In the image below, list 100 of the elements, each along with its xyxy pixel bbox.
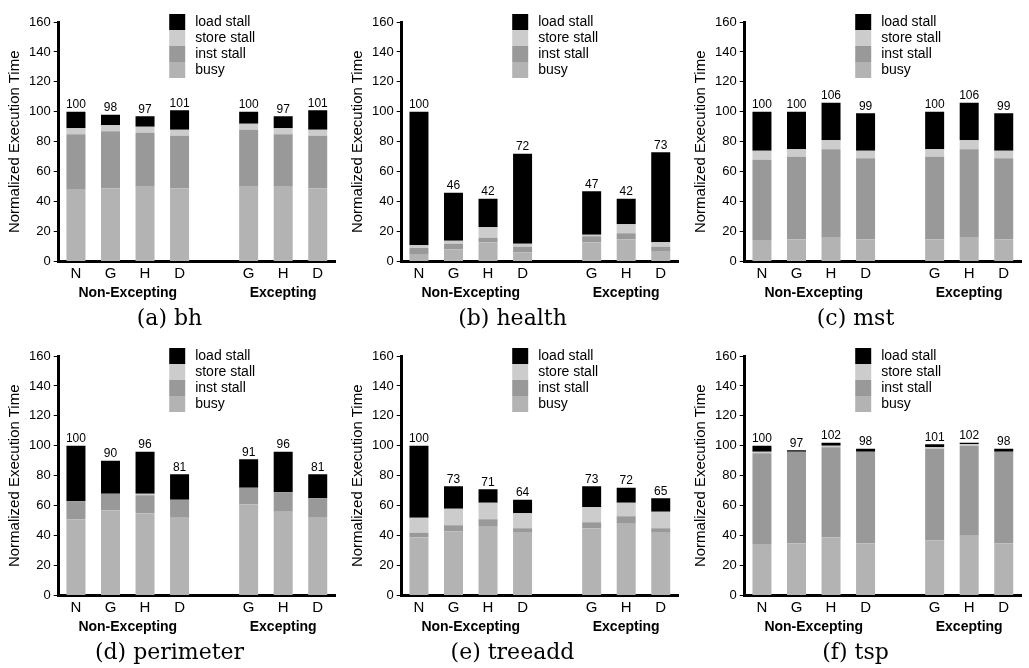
total-label: 42 (481, 184, 496, 199)
y-axis-title: Normalized Execution Time (348, 384, 366, 568)
bar (273, 116, 293, 129)
bar (821, 237, 841, 262)
bar (994, 451, 1014, 544)
total-label: 97 (276, 101, 291, 116)
legend-label: load stall (881, 346, 937, 363)
text: Non-Excepting (78, 284, 178, 301)
total-label: 73 (446, 471, 461, 486)
bar (135, 513, 155, 596)
bar (582, 507, 602, 523)
bar (308, 498, 328, 518)
bar (925, 149, 945, 157)
bar (616, 224, 636, 234)
y-tick-label: 40 (379, 193, 394, 209)
bar (925, 156, 945, 240)
bar (66, 189, 86, 262)
x-tick-label: H (620, 263, 632, 281)
bar (787, 156, 806, 240)
x-tick-label: N (70, 597, 82, 615)
y-tick-label: 80 (36, 133, 51, 149)
legend-label: store stall (881, 362, 942, 379)
bar (821, 537, 841, 596)
bar (856, 448, 876, 452)
total-label: 102 (959, 428, 980, 443)
bar (821, 447, 841, 538)
total-label: 98 (858, 434, 873, 449)
total-label: 100 (238, 97, 259, 112)
x-tick-label: H (963, 263, 975, 281)
bar (752, 240, 772, 262)
bar (787, 149, 806, 157)
total-label: 73 (654, 137, 668, 152)
bar (66, 111, 86, 129)
total-label: 106 (821, 88, 842, 103)
bar (478, 227, 498, 238)
bar (170, 110, 190, 130)
bar (582, 191, 602, 235)
total-label: 47 (584, 176, 599, 191)
legend-label: busy (538, 394, 568, 411)
legend-label: load stall (881, 12, 937, 29)
bar (308, 129, 328, 136)
legend-label: load stall (195, 346, 251, 363)
bar (994, 150, 1014, 159)
legend-label: busy (195, 394, 225, 411)
total-label: 100 (65, 431, 87, 446)
bar (651, 528, 671, 533)
y-tick-label: 0 (43, 253, 51, 269)
bar (787, 239, 806, 262)
bar (651, 242, 671, 247)
x-tick-label: D (655, 597, 667, 615)
bar (959, 140, 979, 150)
x-tick-label: D (174, 597, 186, 615)
y-axis-title: Normalized Execution Time (691, 50, 709, 234)
bar (925, 111, 945, 150)
x-tick-label: N (413, 263, 425, 281)
bar (444, 249, 463, 262)
bar (66, 128, 86, 135)
text: Excepting (935, 618, 1003, 635)
y-tick-label: 20 (36, 557, 51, 573)
total-label: 98 (103, 100, 118, 115)
x-tick-label: H (139, 263, 151, 281)
x-tick-label: D (517, 263, 529, 281)
x-tick-label: D (860, 597, 872, 615)
total-label: 81 (172, 459, 187, 474)
y-tick-label: 80 (379, 133, 394, 149)
x-tick-label: N (413, 597, 425, 615)
bar (994, 448, 1014, 452)
bar (513, 243, 533, 247)
text: Excepting (249, 284, 317, 301)
bar (616, 487, 636, 503)
y-tick-label: 40 (722, 193, 737, 209)
legend-label: busy (881, 60, 911, 77)
bar (444, 531, 463, 596)
bar (959, 102, 979, 141)
y-axis-title: Normalized Execution Time (348, 50, 366, 234)
total-label: 65 (654, 483, 668, 498)
bar (444, 525, 463, 532)
bar (752, 111, 772, 151)
total-label: 72 (619, 473, 634, 488)
text: Excepting (592, 618, 660, 635)
bar (821, 140, 841, 150)
bar (308, 188, 328, 262)
total-label: 100 (408, 431, 430, 446)
x-tick-label: G (447, 263, 460, 281)
bar (135, 116, 155, 127)
x-tick-label: H (482, 263, 494, 281)
bar (994, 543, 1014, 596)
bar (101, 510, 120, 596)
total-label: 101 (924, 429, 945, 444)
bar (444, 243, 463, 250)
bar (582, 236, 602, 243)
bar (239, 129, 259, 187)
bar (651, 498, 671, 512)
x-tick-label: G (790, 263, 803, 281)
total-label: 64 (515, 485, 530, 500)
x-tick-label: D (174, 263, 186, 281)
total-label: 101 (169, 95, 190, 110)
legend-label: inst stall (881, 44, 932, 61)
bar (616, 198, 636, 225)
bar (135, 451, 155, 494)
